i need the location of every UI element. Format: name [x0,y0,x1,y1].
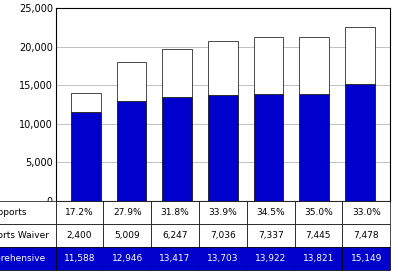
Bar [162,97,192,201]
Bar [299,94,329,201]
Bar [345,84,375,201]
Bar [254,37,283,94]
Bar [299,37,329,94]
Bar [117,62,146,101]
Bar [208,95,238,201]
Bar [71,112,101,201]
Bar [208,41,238,95]
Bar [162,49,192,97]
Bar [254,94,283,201]
Bar [345,26,375,84]
Bar [117,101,146,201]
Bar [71,93,101,112]
